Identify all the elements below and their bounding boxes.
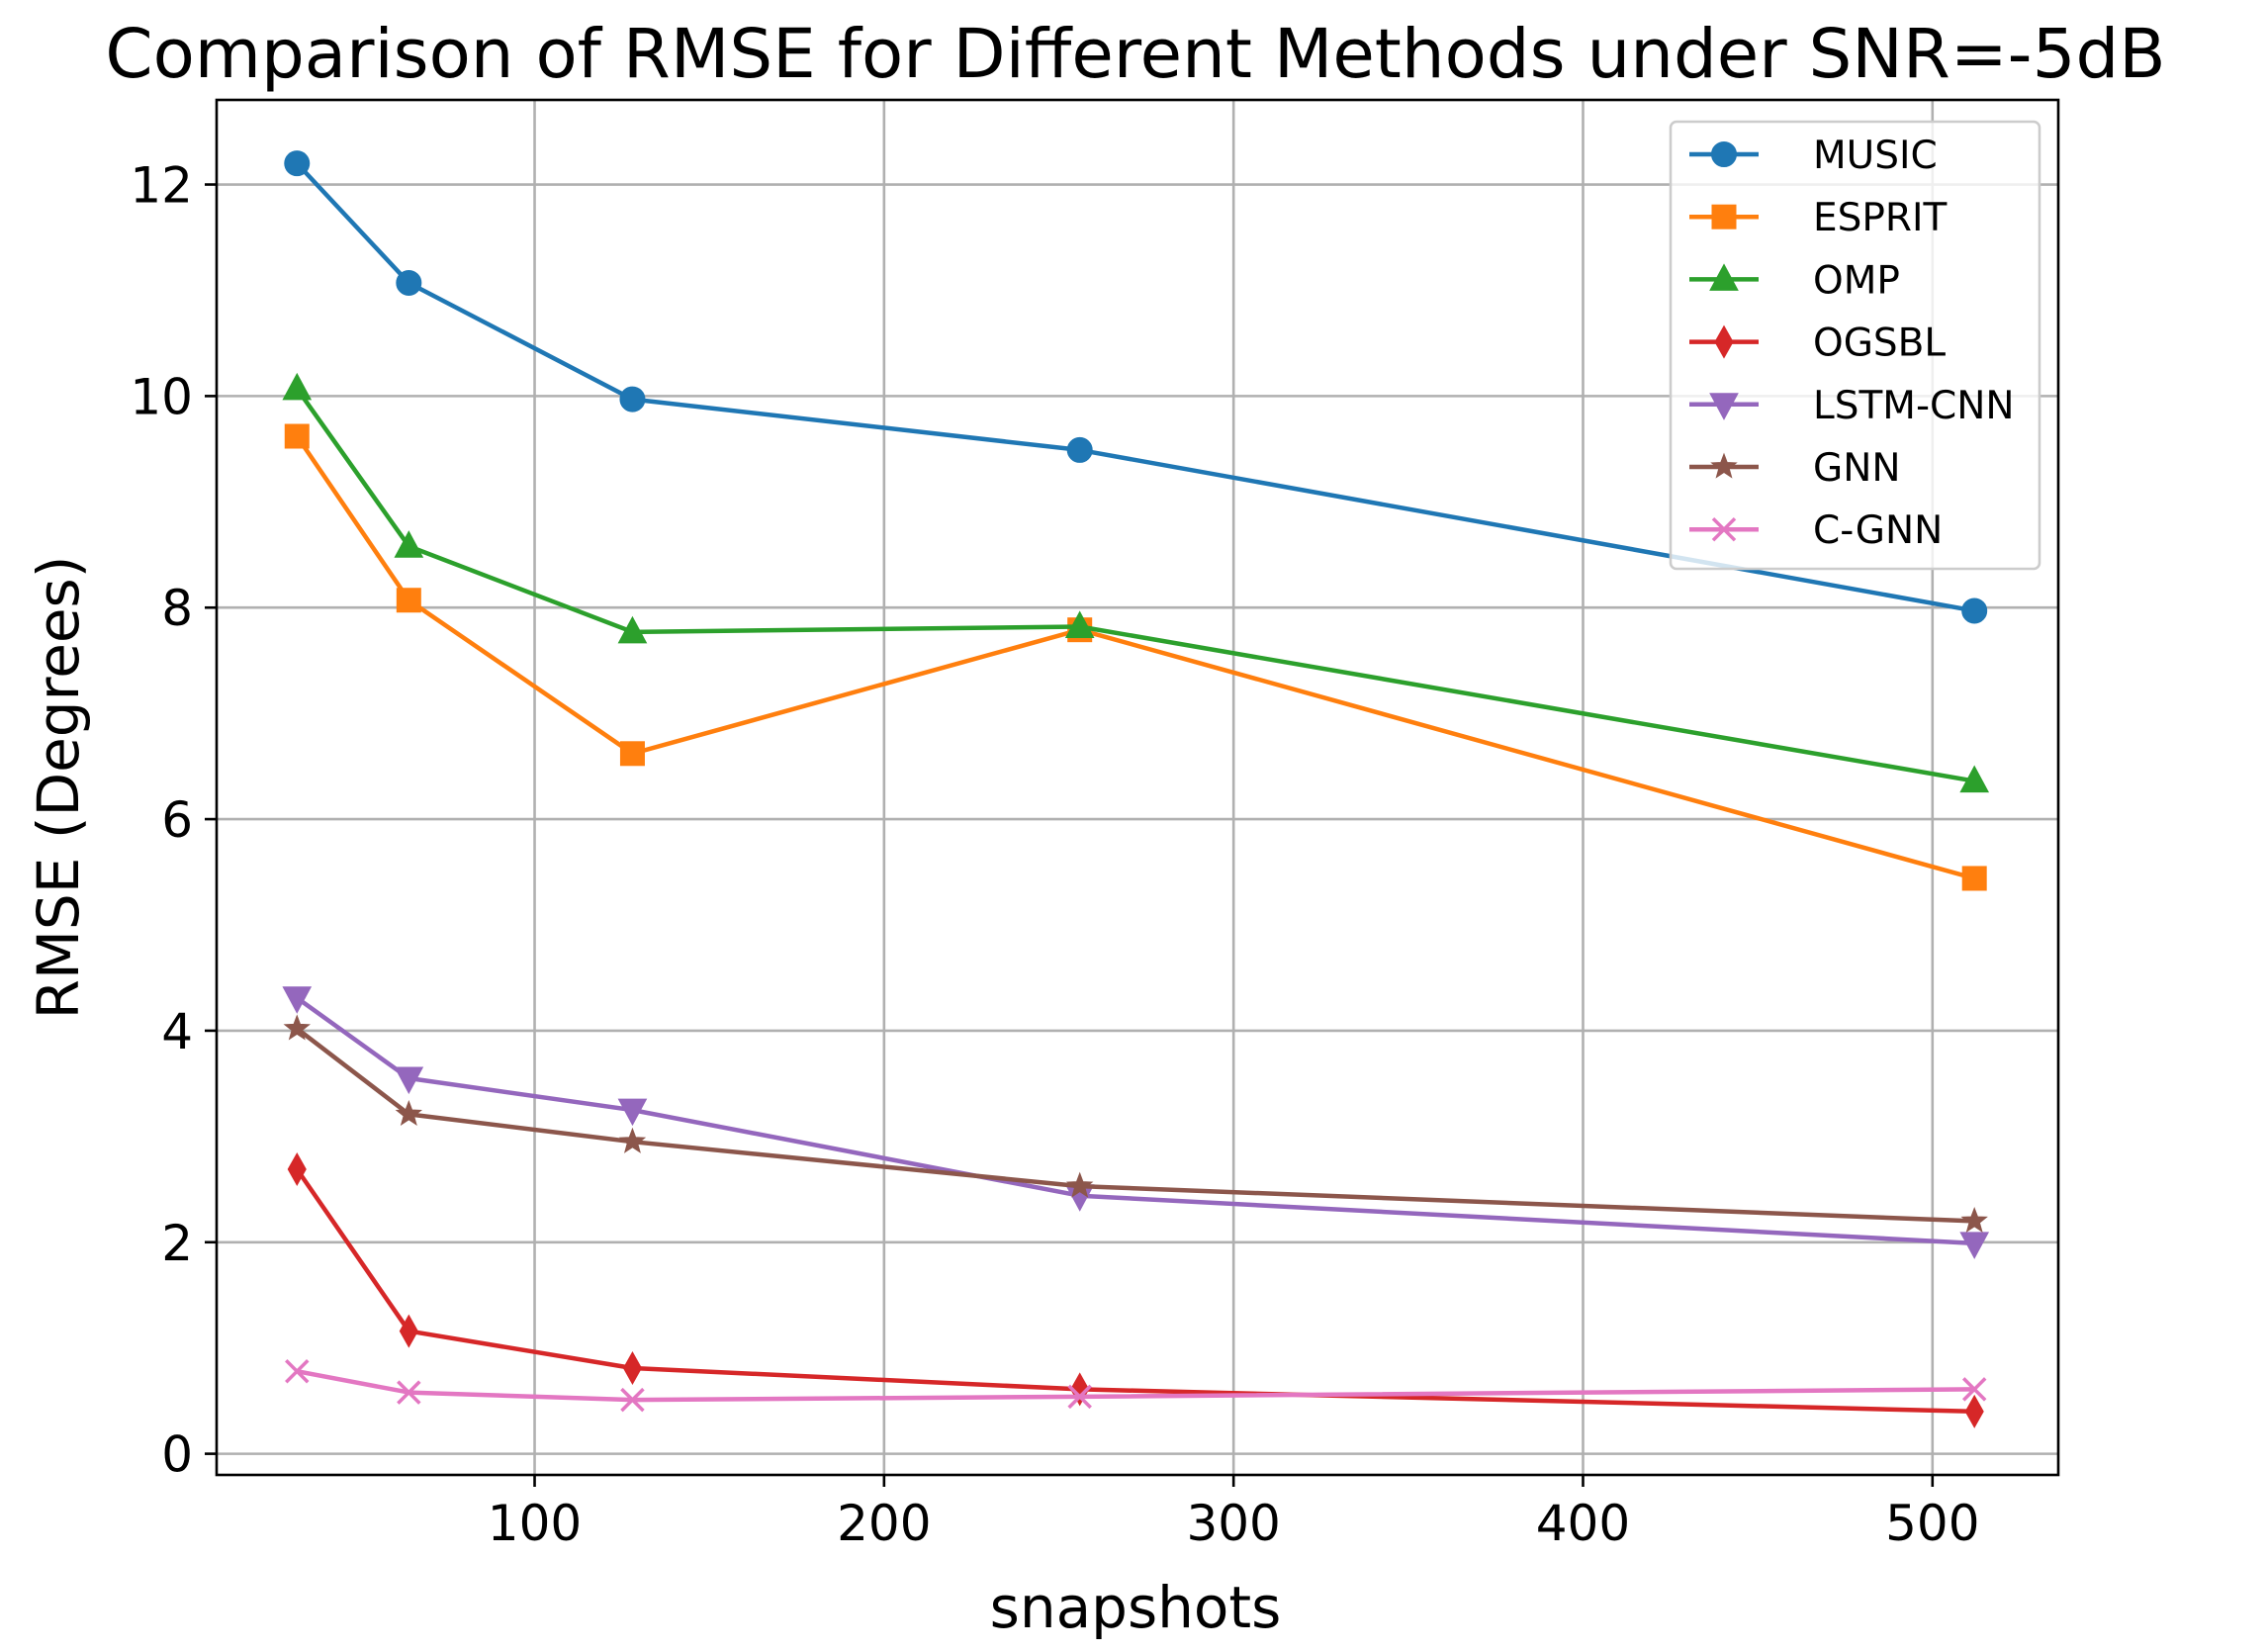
y-tick-label: 0 <box>161 1426 193 1484</box>
series-layer <box>282 150 1990 1428</box>
data-point-omp <box>394 530 424 558</box>
data-point-lstm-cnn <box>394 1066 424 1095</box>
legend-item-lstm-cnn: LSTM-CNN <box>1689 384 2015 428</box>
tick-layer: 100 200 300 400 500 0 2 4 6 8 10 12 <box>130 157 1979 1552</box>
series-line-ogsbl <box>294 1165 1977 1415</box>
legend-frame <box>1669 120 2041 571</box>
data-point-c-gnn <box>1067 1384 1092 1410</box>
legend-item-gnn: GNN <box>1689 446 1901 491</box>
legend-item-music: MUSIC <box>1689 134 1938 178</box>
data-point-omp <box>617 615 648 644</box>
series-line-lstm-cnn <box>294 994 1977 1246</box>
legend-marker-esprit <box>1711 204 1737 229</box>
legend-label-music: MUSIC <box>1813 134 1938 178</box>
legend-label-lstm-cnn: LSTM-CNN <box>1813 384 2015 428</box>
data-point-c-gnn <box>1961 1377 1987 1402</box>
series-ogsbl <box>287 1151 1984 1428</box>
data-point-gnn <box>1960 1206 1988 1234</box>
y-tick-label: 4 <box>161 1003 193 1060</box>
data-point-esprit <box>396 588 421 613</box>
y-tick-label: 6 <box>161 791 193 849</box>
legend-marker-gnn <box>1710 452 1738 479</box>
axes-frame <box>215 98 2060 1477</box>
series-lstm-cnn <box>282 986 1990 1259</box>
data-point-c-gnn <box>285 1358 310 1384</box>
data-point-ogsbl <box>1964 1394 1984 1428</box>
legend-item-omp: OMP <box>1689 258 1900 303</box>
y-tick-label: 8 <box>161 580 193 637</box>
series-music <box>284 150 1988 624</box>
legend-label-c-gnn: C-GNN <box>1813 508 1943 553</box>
legend-label-ogsbl: OGSBL <box>1813 321 1946 366</box>
x-tick-label: 400 <box>1536 1495 1630 1552</box>
legend-item-ogsbl: OGSBL <box>1689 321 1946 366</box>
data-point-c-gnn-stroke <box>1961 1377 1987 1402</box>
y-axis-label: RMSE (Degrees) <box>25 556 92 1020</box>
data-point-esprit <box>619 741 645 767</box>
legend-marker-lstm-cnn <box>1709 393 1739 420</box>
legend-label-omp: OMP <box>1813 258 1900 303</box>
grid-layer <box>217 100 2058 1475</box>
data-point-c-gnn-stroke <box>397 1380 421 1405</box>
data-point-gnn <box>283 1014 311 1041</box>
data-point-omp <box>1959 765 1990 793</box>
series-line-gnn <box>294 1025 1977 1224</box>
legend-marker-c-gnn <box>1711 516 1737 542</box>
x-tick-label: 500 <box>1885 1495 1979 1552</box>
data-point-lstm-cnn <box>282 986 313 1014</box>
y-tick-label: 2 <box>161 1215 193 1272</box>
data-point-music <box>284 150 311 177</box>
legend-item-esprit: ESPRIT <box>1689 196 1948 240</box>
data-point-esprit <box>284 423 310 449</box>
data-point-lstm-cnn <box>1959 1232 1990 1259</box>
x-tick-label: 100 <box>488 1495 582 1552</box>
legend-marker-music <box>1711 141 1737 167</box>
legend-item-c-gnn: C-GNN <box>1689 508 1943 553</box>
legend-marker-ogsbl <box>1714 324 1734 359</box>
data-point-c-gnn-stroke <box>620 1387 645 1413</box>
x-tick-label: 300 <box>1186 1495 1280 1552</box>
data-point-music <box>1066 436 1093 463</box>
data-point-c-gnn <box>620 1387 645 1413</box>
data-point-esprit <box>1961 866 1987 891</box>
y-tick-label: 10 <box>130 368 193 425</box>
legend-label-gnn: GNN <box>1813 446 1901 491</box>
legend-marker-c-gnn-stroke <box>1711 516 1737 542</box>
legend: MUSIC ESPRIT OMP OGSBL LSTM-CNN GNN C-GNN <box>1669 120 2041 571</box>
data-point-omp <box>282 372 313 401</box>
series-line-c-gnn <box>294 1368 1977 1403</box>
legend-items: MUSIC ESPRIT OMP OGSBL LSTM-CNN GNN C-GNN <box>1689 134 2015 553</box>
data-point-c-gnn <box>397 1380 421 1405</box>
data-point-gnn <box>395 1099 423 1127</box>
data-point-gnn <box>618 1127 647 1153</box>
data-point-ogsbl <box>287 1151 307 1187</box>
data-point-ogsbl <box>399 1314 418 1348</box>
data-point-music <box>396 269 422 296</box>
data-point-c-gnn-stroke <box>1067 1384 1092 1410</box>
chart-title: Comparison of RMSE for Different Methods… <box>105 15 2165 94</box>
series-gnn <box>283 1014 1988 1234</box>
data-point-lstm-cnn <box>617 1098 648 1127</box>
data-point-ogsbl <box>622 1350 643 1386</box>
legend-marker-omp <box>1709 263 1739 291</box>
data-point-music <box>619 386 646 413</box>
data-point-gnn <box>1065 1171 1094 1198</box>
series-c-gnn <box>285 1358 1987 1413</box>
y-tick-label: 12 <box>130 157 193 215</box>
legend-label-esprit: ESPRIT <box>1813 196 1948 240</box>
series-omp <box>282 372 1990 793</box>
data-point-c-gnn-stroke <box>285 1358 310 1384</box>
data-point-omp <box>1064 610 1095 638</box>
data-point-music <box>1961 597 1988 624</box>
x-axis-label: snapshots <box>990 1574 1282 1641</box>
x-tick-label: 200 <box>837 1495 931 1552</box>
